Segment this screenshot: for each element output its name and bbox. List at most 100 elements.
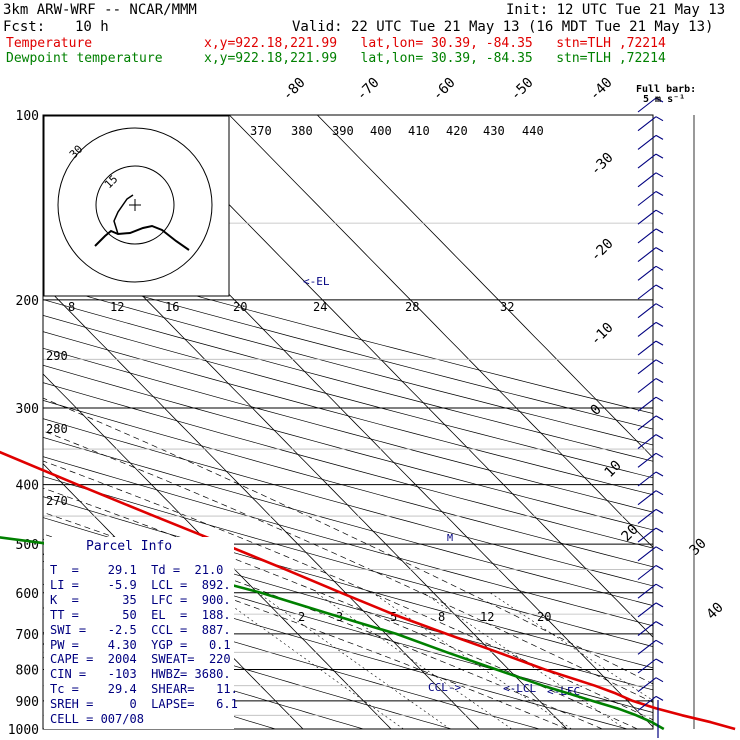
pressure-tick-label: 800 (16, 663, 39, 678)
pressure-tick-label: 1000 (8, 723, 39, 738)
wind-barb-feather (655, 228, 664, 234)
wind-barb (637, 378, 664, 393)
wind-barb (637, 527, 664, 543)
isotherm-label: 30 (687, 536, 710, 559)
wind-barb-staff (637, 565, 657, 580)
hodograph-ring-30 (57, 127, 213, 283)
wind-barb-staff (637, 639, 657, 655)
barb-legend-title: Full barb: (636, 84, 697, 95)
isotherm-label: -40 (587, 75, 616, 104)
dewpoint-legend-label: Dewpoint temperature (6, 51, 163, 66)
wind-barb (637, 209, 664, 225)
hodograph-ring-15 (95, 165, 175, 245)
mixing-ratio-label: 8 (438, 610, 445, 624)
dewpoint-legend-info: x,y=922.18,221.99 lat,lon= 30.39, -84.35… (204, 51, 666, 66)
dry-adiabat-line (43, 631, 365, 729)
wind-barb (637, 247, 664, 263)
wind-barb (637, 153, 664, 169)
wind-barb-feather (655, 490, 664, 496)
wind-barb (637, 452, 664, 468)
wind-barb-staff (637, 621, 657, 637)
wind-barb-staff (637, 508, 657, 524)
parcel-info-box: Parcel Info T = 29.1 Td = 21.0 LI = -5.9 … (44, 537, 238, 729)
wind-barb-staff (637, 527, 657, 543)
m-marker: M (447, 533, 453, 544)
wind-barb-feather (655, 452, 664, 458)
wind-barb-staff (637, 583, 657, 599)
wind-barb-staff (637, 602, 657, 618)
wind-barb (637, 340, 664, 356)
dry-adiabat-line (43, 331, 653, 496)
wind-barb-staff (637, 396, 657, 412)
isotherm-label: -20 (588, 236, 617, 265)
dry-adiabat-line (43, 475, 653, 647)
wind-barb-staff (637, 471, 657, 487)
moist-adiabat-line (43, 430, 653, 703)
pressure-tick-label: 900 (16, 695, 39, 710)
wind-barb (637, 658, 664, 674)
wind-barb (637, 434, 664, 450)
isotherm-label: -70 (354, 75, 383, 104)
wind-barb-feather (655, 359, 664, 365)
wind-barb-feather (655, 415, 664, 421)
isotherm-label: -80 (280, 75, 309, 104)
temperature-legend-info: x,y=922.18,221.99 lat,lon= 30.39, -84.35… (204, 36, 666, 51)
isotherm-label: -10 (588, 320, 617, 349)
moist-adiabat-line (43, 533, 568, 729)
parcel-info-row: Tc = 29.4 SHEAR= 11. (50, 682, 238, 697)
speed-tick-label: 20 (233, 300, 247, 314)
wind-barb (637, 565, 664, 580)
lcl-marker: <-LCL (503, 682, 536, 695)
wind-barb (637, 695, 664, 711)
wind-barb-staff (637, 228, 657, 244)
wind-barb-feather (655, 471, 664, 477)
parcel-info-row: CELL = 007/08 (50, 712, 144, 727)
pressure-tick-label: 200 (16, 294, 39, 309)
dry-adiabat-line (43, 283, 653, 446)
theta-label: 280 (46, 422, 68, 436)
parcel-info-row: CAPE = 2004 SWEAT= 220 (50, 652, 231, 667)
wind-barb-staff (637, 209, 657, 225)
speed-tick-label: 32 (500, 300, 514, 314)
dry-adiabat-line (43, 253, 653, 414)
wind-barb-feather (655, 134, 664, 140)
wind-barb-feather (655, 303, 664, 309)
wind-barb-feather (655, 508, 664, 514)
theta-label: 390 (332, 124, 354, 138)
speed-tick-label: 12 (110, 300, 124, 314)
wind-barb (637, 490, 664, 506)
dry-adiabat-line (43, 456, 653, 627)
wind-barb (637, 303, 664, 319)
wind-barb-staff (637, 172, 657, 188)
hodograph-trace (94, 224, 190, 251)
wind-barb-feather (655, 209, 664, 215)
parcel-info-row: T = 29.1 Td = 21.0 (50, 563, 224, 577)
wind-barb (637, 546, 664, 562)
theta-label: 430 (483, 124, 505, 138)
isotherm-label: 10 (602, 458, 625, 481)
wind-barb (637, 639, 664, 655)
forecast-label: Fcst: (3, 19, 46, 35)
temperature-profile-line (0, 450, 736, 731)
dry-adiabat-line (43, 299, 653, 462)
isotherm-label: -50 (508, 75, 537, 104)
temperature-legend-label: Temperature (6, 36, 93, 51)
wind-barb (637, 415, 664, 431)
mixing-ratio-label: 20 (537, 610, 551, 624)
theta-label: 400 (370, 124, 392, 138)
parcel-info-row: K = 35 LFC = 900. (50, 592, 231, 607)
wind-barb-feather (655, 602, 664, 608)
wind-barb-staff (637, 415, 657, 431)
wind-barb (637, 471, 664, 487)
dry-adiabat-line (43, 496, 653, 669)
theta-label: 440 (522, 124, 544, 138)
wind-barb-staff (637, 378, 657, 393)
mixing-ratio-line (490, 592, 653, 701)
wind-barb (637, 621, 664, 637)
wind-barb (637, 396, 664, 412)
wind-barb-feather (655, 527, 664, 533)
ccl-marker: CCL-> (428, 681, 461, 694)
speed-tick-label: 24 (313, 300, 327, 314)
mixing-ratio-label: 5 (390, 610, 397, 624)
